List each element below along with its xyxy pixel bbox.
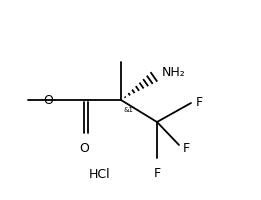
Text: HCl: HCl [89,168,111,182]
Text: F: F [183,142,190,154]
Text: F: F [196,97,203,110]
Text: O: O [79,142,89,154]
Text: F: F [153,167,161,180]
Text: O: O [43,94,53,106]
Text: &1: &1 [123,107,133,113]
Text: NH₂: NH₂ [162,66,186,78]
